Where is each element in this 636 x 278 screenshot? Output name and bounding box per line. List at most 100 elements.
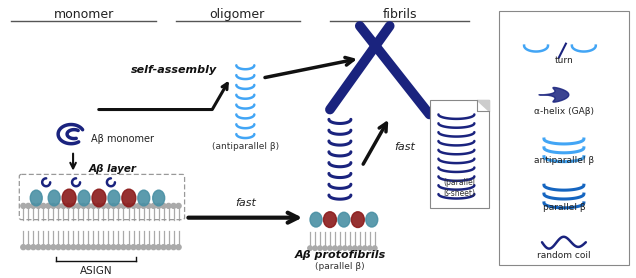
Text: (parallel
ß-sheet): (parallel ß-sheet)	[443, 178, 475, 198]
Ellipse shape	[71, 203, 76, 208]
Text: fibrils: fibrils	[382, 8, 417, 21]
Ellipse shape	[313, 246, 317, 250]
Ellipse shape	[66, 245, 71, 250]
Ellipse shape	[91, 245, 96, 250]
Ellipse shape	[116, 245, 121, 250]
Text: Aβ protofibrils: Aβ protofibrils	[294, 250, 385, 260]
Ellipse shape	[51, 245, 56, 250]
Ellipse shape	[81, 245, 86, 250]
Ellipse shape	[141, 203, 146, 208]
Ellipse shape	[176, 203, 181, 208]
Ellipse shape	[91, 203, 96, 208]
Ellipse shape	[116, 203, 121, 208]
Ellipse shape	[138, 190, 149, 206]
Text: fast: fast	[235, 198, 256, 208]
Ellipse shape	[310, 212, 322, 227]
Ellipse shape	[121, 203, 126, 208]
Ellipse shape	[324, 212, 336, 227]
Ellipse shape	[161, 245, 166, 250]
Text: antiparallel β: antiparallel β	[534, 156, 594, 165]
Ellipse shape	[66, 203, 71, 208]
Polygon shape	[477, 100, 489, 111]
Ellipse shape	[46, 245, 51, 250]
Ellipse shape	[121, 245, 126, 250]
Ellipse shape	[318, 246, 322, 250]
Ellipse shape	[322, 246, 327, 250]
Ellipse shape	[328, 246, 332, 250]
Ellipse shape	[351, 212, 364, 227]
Ellipse shape	[151, 245, 156, 250]
FancyBboxPatch shape	[429, 100, 489, 208]
Ellipse shape	[171, 203, 176, 208]
Ellipse shape	[131, 203, 136, 208]
Text: self-assembly: self-assembly	[131, 65, 217, 75]
Text: parallel β: parallel β	[543, 203, 585, 212]
Ellipse shape	[81, 203, 86, 208]
Text: monomer: monomer	[54, 8, 114, 21]
Ellipse shape	[156, 203, 161, 208]
Ellipse shape	[61, 203, 66, 208]
Text: Aβ layer: Aβ layer	[89, 163, 137, 173]
Ellipse shape	[21, 203, 26, 208]
Ellipse shape	[101, 245, 106, 250]
Ellipse shape	[92, 189, 106, 207]
Ellipse shape	[31, 203, 36, 208]
Ellipse shape	[41, 203, 46, 208]
Ellipse shape	[96, 245, 101, 250]
Ellipse shape	[333, 246, 337, 250]
Ellipse shape	[62, 189, 76, 207]
Ellipse shape	[76, 203, 81, 208]
Text: (antiparallel β): (antiparallel β)	[212, 142, 279, 152]
Ellipse shape	[146, 203, 151, 208]
Ellipse shape	[101, 203, 106, 208]
Ellipse shape	[176, 245, 181, 250]
Ellipse shape	[308, 246, 312, 250]
Ellipse shape	[111, 245, 116, 250]
Ellipse shape	[343, 246, 347, 250]
Ellipse shape	[161, 203, 166, 208]
Ellipse shape	[41, 245, 46, 250]
Ellipse shape	[46, 203, 51, 208]
Text: α-helix (GAβ): α-helix (GAβ)	[534, 107, 594, 116]
Ellipse shape	[363, 246, 367, 250]
Ellipse shape	[151, 203, 156, 208]
Ellipse shape	[51, 203, 56, 208]
Ellipse shape	[166, 203, 171, 208]
Ellipse shape	[136, 245, 141, 250]
Text: turn: turn	[555, 56, 573, 65]
Ellipse shape	[106, 245, 111, 250]
Ellipse shape	[126, 245, 131, 250]
Ellipse shape	[56, 203, 61, 208]
Text: fast: fast	[395, 142, 415, 152]
Ellipse shape	[71, 245, 76, 250]
Ellipse shape	[153, 190, 165, 206]
FancyBboxPatch shape	[499, 11, 628, 265]
Ellipse shape	[36, 203, 41, 208]
Ellipse shape	[131, 245, 136, 250]
Ellipse shape	[111, 203, 116, 208]
Ellipse shape	[338, 246, 342, 250]
Ellipse shape	[56, 245, 61, 250]
Text: oligomer: oligomer	[210, 8, 265, 21]
Ellipse shape	[96, 203, 101, 208]
Ellipse shape	[48, 190, 60, 206]
Ellipse shape	[348, 246, 352, 250]
Text: ASIGN: ASIGN	[80, 266, 113, 276]
Ellipse shape	[36, 245, 41, 250]
Text: random coil: random coil	[537, 250, 591, 260]
Ellipse shape	[26, 245, 31, 250]
Ellipse shape	[156, 245, 161, 250]
Ellipse shape	[61, 245, 66, 250]
Ellipse shape	[368, 246, 372, 250]
Text: Aβ monomer: Aβ monomer	[91, 134, 154, 144]
Ellipse shape	[166, 245, 171, 250]
Ellipse shape	[171, 245, 176, 250]
Ellipse shape	[141, 245, 146, 250]
Ellipse shape	[26, 203, 31, 208]
Ellipse shape	[76, 245, 81, 250]
Ellipse shape	[106, 203, 111, 208]
Ellipse shape	[136, 203, 141, 208]
Ellipse shape	[352, 246, 357, 250]
Ellipse shape	[86, 203, 91, 208]
Ellipse shape	[21, 245, 26, 250]
